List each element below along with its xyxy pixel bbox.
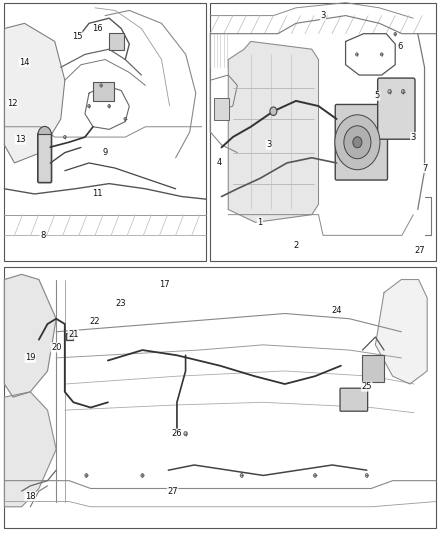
Text: 1: 1 bbox=[257, 218, 262, 227]
Circle shape bbox=[64, 135, 66, 139]
Text: 6: 6 bbox=[397, 42, 403, 51]
FancyBboxPatch shape bbox=[92, 82, 113, 101]
Text: 27: 27 bbox=[415, 246, 425, 255]
Text: 3: 3 bbox=[410, 133, 416, 142]
FancyBboxPatch shape bbox=[362, 355, 385, 382]
Text: 9: 9 bbox=[102, 148, 108, 157]
Text: 16: 16 bbox=[92, 24, 102, 33]
Circle shape bbox=[141, 474, 144, 478]
Polygon shape bbox=[4, 23, 65, 163]
Circle shape bbox=[88, 104, 90, 108]
Text: 19: 19 bbox=[25, 353, 35, 362]
Text: 8: 8 bbox=[40, 231, 46, 240]
Circle shape bbox=[124, 117, 127, 120]
Text: 4: 4 bbox=[217, 158, 222, 167]
Text: 24: 24 bbox=[331, 306, 342, 316]
Text: 12: 12 bbox=[7, 99, 18, 108]
Circle shape bbox=[270, 107, 277, 116]
Circle shape bbox=[365, 474, 368, 478]
Circle shape bbox=[401, 90, 405, 94]
FancyBboxPatch shape bbox=[67, 333, 74, 340]
Wedge shape bbox=[38, 126, 51, 134]
Circle shape bbox=[184, 432, 187, 436]
Text: 22: 22 bbox=[90, 317, 100, 326]
Polygon shape bbox=[228, 42, 318, 222]
Circle shape bbox=[356, 53, 358, 56]
FancyBboxPatch shape bbox=[214, 98, 229, 119]
Circle shape bbox=[100, 84, 102, 87]
Text: 25: 25 bbox=[361, 382, 372, 391]
Circle shape bbox=[240, 474, 243, 478]
Text: 14: 14 bbox=[19, 58, 30, 67]
FancyBboxPatch shape bbox=[378, 78, 415, 139]
FancyBboxPatch shape bbox=[340, 388, 367, 411]
Circle shape bbox=[108, 104, 110, 108]
Text: 11: 11 bbox=[92, 189, 102, 198]
Text: 27: 27 bbox=[167, 487, 178, 496]
Circle shape bbox=[344, 126, 371, 159]
Circle shape bbox=[394, 33, 396, 36]
Circle shape bbox=[85, 474, 88, 478]
Text: 18: 18 bbox=[25, 492, 35, 501]
FancyBboxPatch shape bbox=[109, 33, 124, 50]
Circle shape bbox=[380, 53, 383, 56]
Circle shape bbox=[314, 474, 317, 478]
Text: 20: 20 bbox=[51, 343, 61, 352]
Polygon shape bbox=[375, 279, 427, 384]
Circle shape bbox=[388, 90, 391, 94]
Circle shape bbox=[335, 115, 380, 169]
Circle shape bbox=[353, 137, 362, 148]
FancyBboxPatch shape bbox=[335, 104, 388, 180]
Text: 3: 3 bbox=[320, 11, 326, 20]
Text: 17: 17 bbox=[159, 280, 170, 289]
FancyBboxPatch shape bbox=[4, 3, 206, 261]
Polygon shape bbox=[4, 392, 56, 507]
FancyBboxPatch shape bbox=[210, 3, 436, 261]
Text: 21: 21 bbox=[68, 330, 79, 339]
FancyBboxPatch shape bbox=[4, 266, 436, 528]
Text: 5: 5 bbox=[374, 91, 380, 100]
Text: 26: 26 bbox=[172, 429, 182, 438]
Text: 13: 13 bbox=[15, 135, 26, 144]
Polygon shape bbox=[4, 274, 56, 397]
FancyBboxPatch shape bbox=[38, 133, 52, 183]
Text: 23: 23 bbox=[116, 298, 126, 308]
Text: 15: 15 bbox=[72, 32, 82, 41]
Text: 3: 3 bbox=[266, 140, 272, 149]
Text: 7: 7 bbox=[422, 164, 427, 173]
Text: 2: 2 bbox=[293, 241, 299, 250]
